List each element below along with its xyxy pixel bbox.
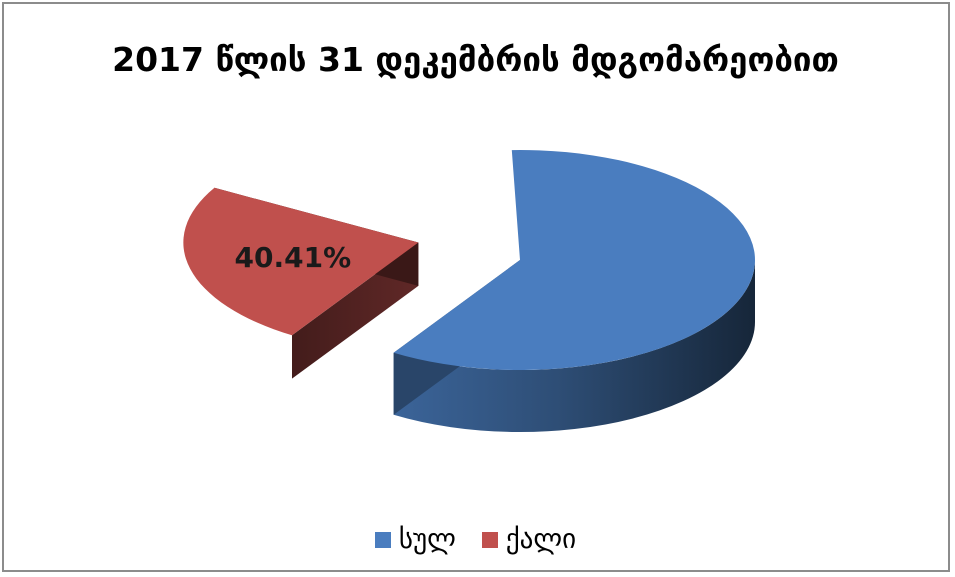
pie-slice-total-side: [393, 260, 755, 432]
legend-label-women: ქალი: [505, 524, 577, 555]
data-label-women: 40.41%: [235, 241, 352, 274]
legend-item-total: სულ: [374, 524, 456, 555]
legend-swatch-women: [481, 531, 498, 548]
chart-legend: სულ ქალი: [0, 524, 951, 555]
chart-title: 2017 წლის 31 დეკემბრის მდგომარეობით: [112, 40, 839, 79]
legend-swatch-total: [374, 531, 391, 548]
legend-item-women: ქალი: [481, 524, 577, 555]
legend-label-total: სულ: [398, 524, 456, 555]
pie-slice-total: [393, 150, 755, 370]
pie-slice-women: [183, 187, 419, 336]
